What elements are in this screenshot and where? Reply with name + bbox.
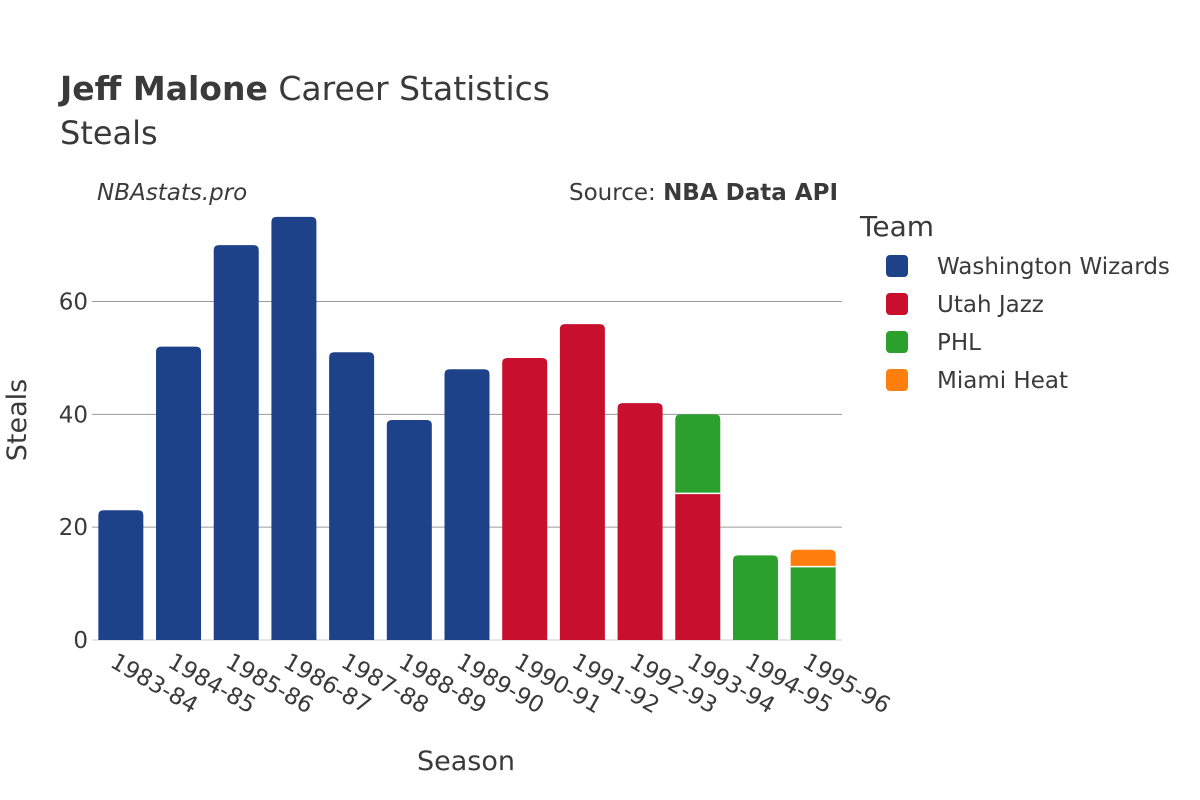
x-axis-title: Season [417,746,515,777]
chart-subtitle: Steals [60,114,158,152]
y-tick-label: 20 [59,515,88,541]
bar-segment [444,369,490,640]
legend-swatch [886,255,908,277]
legend: Team Washington Wizards Utah Jazz PHL Miami… [859,210,1170,394]
y-tick-label: 40 [59,402,88,428]
bar-segment [271,216,317,640]
source-credit: Source: NBA Data API [569,180,838,206]
bar-segment [559,324,605,640]
legend-label: PHL [937,330,981,356]
bar-segment [98,510,144,640]
bar-segment [675,414,721,494]
y-axis-title: Steals [2,379,33,461]
legend-swatch [886,331,908,353]
bar-segment [213,245,259,640]
bar-segment [329,352,375,640]
bar-segment [790,566,836,640]
legend-title: Team [859,210,934,243]
bar-segment [790,549,836,567]
bars [98,216,836,640]
bar-segment [386,420,432,640]
y-tick-label: 60 [59,290,88,316]
bar-segment [502,357,548,640]
chart-title-rest: Career Statistics [268,69,550,108]
y-axis-ticks: 0 20 40 60 [59,290,88,654]
bar-segment [617,403,663,640]
watermark: NBAstats.pro [97,180,247,206]
bar-segment [675,493,721,640]
source-name: NBA Data API [663,180,838,206]
source-prefix: Source: [569,180,663,206]
legend-label: Miami Heat [937,368,1068,394]
chart-title: Jeff Malone Career Statistics [58,69,550,108]
bar-segment [156,346,202,640]
legend-swatch [886,293,908,315]
legend-label: Utah Jazz [937,292,1044,318]
bar-segment [732,555,778,640]
legend-label: Washington Wizards [937,254,1170,280]
legend-swatch [886,369,908,391]
x-axis-ticks: 1983-841984-851985-861986-871987-881988-… [106,649,895,720]
y-tick-label: 0 [73,628,88,654]
chart-title-player: Jeff Malone [58,69,268,108]
